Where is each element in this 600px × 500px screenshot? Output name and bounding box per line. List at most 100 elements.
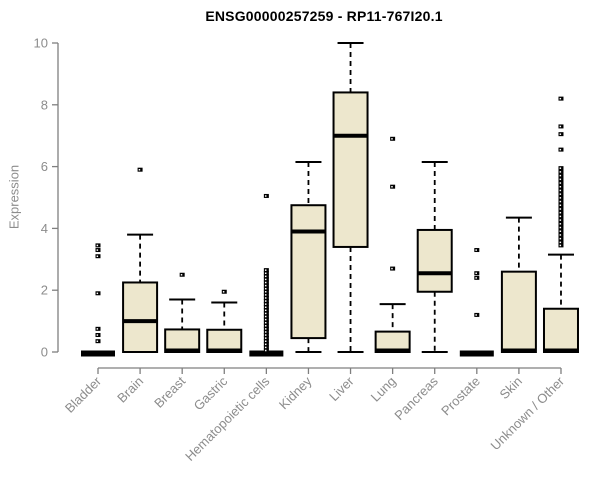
outlier-point-hole-unknown-other [559,182,562,184]
outlier-point-hole-hematopoietic-cells [264,275,267,278]
outlier-point-hole-hematopoietic-cells [264,287,267,290]
outlier-point-hole-unknown-other [559,226,562,229]
x-tick-label-skin: Skin [497,374,525,402]
outlier-point-hole-unknown-other [559,244,562,247]
outlier-point-hole-unknown-other [559,197,562,199]
outlier-point-hole-hematopoietic-cells [264,328,267,330]
outlier-point-hole-bladder [96,249,99,251]
x-tick-label-brain: Brain [114,374,146,406]
outlier-point-hole-hematopoietic-cells [264,343,267,346]
outlier-point-hole-unknown-other [559,125,562,128]
box-pancreas [416,228,453,293]
outlier-point-hole-lung [391,138,393,140]
outlier-point-hole-unknown-other [559,200,562,203]
outlier-point-hole-hematopoietic-cells [264,195,267,197]
y-tick-label-8: 8 [41,97,48,112]
collapsed-box-prostate [459,350,494,357]
outlier-point-hole-prostate [475,277,477,279]
x-tick-label-prostate: Prostate [438,374,483,419]
outlier-point-hole-unknown-other [559,174,562,177]
outlier-point-hole-hematopoietic-cells [264,278,267,281]
outlier-point-hole-bladder [96,328,99,330]
box-skin [500,270,537,353]
outlier-point-hole-bladder [96,334,99,336]
outlier-point-hole-gastric [222,291,225,293]
y-tick-label-10: 10 [34,36,48,51]
outlier-point-hole-hematopoietic-cells [264,321,267,324]
outlier-point-hole-unknown-other [559,241,562,244]
chart-title: ENSG00000257259 - RP11-767I20.1 [205,8,443,24]
y-tick-label-6: 6 [41,159,48,174]
outlier-point-hole-hematopoietic-cells [264,315,267,318]
outlier-point-hole-unknown-other [559,148,562,151]
outlier-point-hole-bladder [96,244,99,247]
y-tick-label-4: 4 [41,221,48,236]
outlier-point-hole-bladder [96,340,99,342]
outlier-point-hole-breast [180,274,183,276]
outlier-point-hole-hematopoietic-cells [264,281,267,284]
x-tick-label-liver: Liver [326,373,357,404]
collapsed-box-hematopoietic-cells [249,350,284,357]
outlier-point-hole-unknown-other [559,178,562,181]
outlier-point-hole-hematopoietic-cells [264,318,267,321]
outlier-point-hole-hematopoietic-cells [264,297,267,299]
box-brain [122,281,159,354]
outlier-point-hole-prostate [475,249,477,251]
outlier-point-hole-hematopoietic-cells [264,284,267,287]
outlier-point-hole-unknown-other [559,167,562,169]
outlier-point-hole-hematopoietic-cells [264,337,267,339]
outlier-point-hole-bladder [96,255,99,258]
outlier-point-hole-hematopoietic-cells [264,269,267,271]
box-unknown-other [542,307,579,353]
outlier-point-hole-unknown-other [559,219,562,221]
outlier-point-hole-hematopoietic-cells [264,312,267,315]
outlier-point-hole-unknown-other [559,230,562,232]
outlier-point-hole-unknown-other [559,171,562,173]
outlier-point-hole-prostate [475,272,477,275]
outlier-point-hole-hematopoietic-cells [264,294,267,296]
box-kidney [290,204,327,340]
outlier-point-hole-lung [391,267,393,270]
outlier-point-hole-hematopoietic-cells [264,346,267,349]
outlier-point-hole-unknown-other [559,223,562,225]
outlier-point-hole-unknown-other [559,133,562,135]
outlier-point-hole-hematopoietic-cells [264,300,267,302]
outlier-point-hole-hematopoietic-cells [264,309,267,312]
outlier-point-hole-unknown-other [559,215,562,218]
outlier-point-hole-hematopoietic-cells [264,334,267,336]
outlier-point-hole-lung [391,185,393,188]
x-tick-label-pancreas: Pancreas [391,373,441,423]
y-tick-label-0: 0 [41,345,48,360]
outlier-point-hole-hematopoietic-cells [264,349,267,352]
x-tick-label-lung: Lung [368,374,399,405]
outlier-point-hole-unknown-other [559,189,562,192]
outlier-point-hole-hematopoietic-cells [264,306,267,308]
outlier-point-hole-unknown-other [559,208,562,210]
x-tick-label-breast: Breast [151,373,188,410]
outlier-point-hole-unknown-other [559,211,562,214]
outlier-point-hole-hematopoietic-cells [264,291,267,293]
outlier-point-hole-hematopoietic-cells [264,272,267,275]
x-tick-label-bladder: Bladder [62,373,105,416]
outlier-point-hole-unknown-other [559,237,562,240]
outlier-point-hole-unknown-other [559,204,562,207]
collapsed-box-bladder [81,350,115,357]
outlier-point-hole-hematopoietic-cells [264,303,267,305]
outlier-point-hole-unknown-other [559,97,562,100]
outlier-point-hole-unknown-other [559,234,562,236]
x-tick-label-unknown-other: Unknown / Other [488,373,568,453]
box-liver [332,91,369,248]
outlier-point-hole-hematopoietic-cells [264,331,267,333]
outlier-point-hole-hematopoietic-cells [264,325,267,327]
outlier-point-hole-hematopoietic-cells [264,340,267,342]
x-tick-label-gastric: Gastric [191,373,231,413]
outlier-point-hole-brain [138,168,141,171]
outlier-point-hole-unknown-other [559,193,562,195]
x-tick-label-kidney: Kidney [276,373,315,412]
outlier-point-hole-bladder [96,292,99,295]
outlier-point-hole-unknown-other [559,185,562,188]
y-tick-label-2: 2 [41,283,48,298]
outlier-point-hole-prostate [475,314,477,316]
